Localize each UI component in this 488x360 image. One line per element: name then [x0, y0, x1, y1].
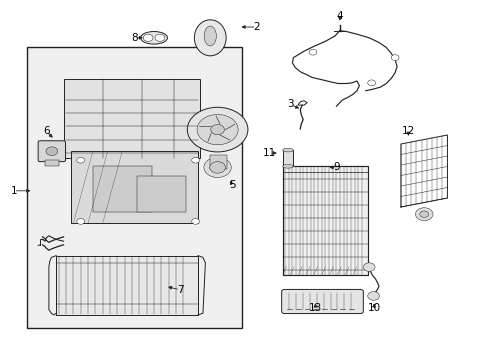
Text: 8: 8: [131, 33, 138, 43]
Ellipse shape: [282, 165, 293, 168]
Circle shape: [191, 157, 199, 163]
Circle shape: [191, 219, 199, 224]
Bar: [45, 160, 59, 166]
Text: 10: 10: [367, 303, 380, 313]
Text: 9: 9: [332, 162, 339, 172]
Circle shape: [367, 80, 375, 86]
FancyBboxPatch shape: [210, 155, 227, 169]
Ellipse shape: [141, 31, 167, 44]
Text: 7: 7: [176, 285, 183, 295]
Text: 11: 11: [263, 148, 276, 158]
Bar: [137, 176, 185, 212]
Bar: [56, 256, 198, 315]
Circle shape: [363, 263, 374, 271]
Text: 2: 2: [253, 22, 260, 32]
Text: 5: 5: [228, 180, 235, 190]
Bar: [93, 166, 151, 212]
Text: 4: 4: [336, 11, 343, 21]
Circle shape: [77, 157, 84, 163]
Circle shape: [197, 114, 238, 145]
Circle shape: [46, 147, 58, 156]
Text: 12: 12: [401, 126, 414, 136]
FancyBboxPatch shape: [281, 289, 363, 314]
FancyBboxPatch shape: [71, 151, 198, 223]
Circle shape: [419, 211, 427, 217]
Text: 3: 3: [287, 99, 294, 109]
Circle shape: [155, 34, 164, 41]
FancyBboxPatch shape: [38, 141, 65, 162]
Ellipse shape: [204, 26, 216, 46]
Circle shape: [209, 162, 225, 173]
Circle shape: [143, 34, 153, 41]
Ellipse shape: [282, 148, 293, 152]
Circle shape: [367, 292, 379, 300]
Bar: [282, 166, 367, 275]
Circle shape: [210, 125, 224, 135]
Circle shape: [414, 208, 432, 221]
FancyBboxPatch shape: [63, 79, 200, 158]
Circle shape: [390, 55, 398, 60]
Bar: [27, 47, 242, 328]
Ellipse shape: [194, 20, 225, 56]
Text: 1: 1: [10, 186, 17, 196]
Bar: [282, 150, 293, 166]
Circle shape: [77, 219, 84, 224]
Text: 13: 13: [308, 303, 322, 313]
Circle shape: [308, 49, 316, 55]
Circle shape: [187, 107, 247, 152]
Text: 6: 6: [43, 126, 50, 136]
Circle shape: [203, 157, 231, 177]
